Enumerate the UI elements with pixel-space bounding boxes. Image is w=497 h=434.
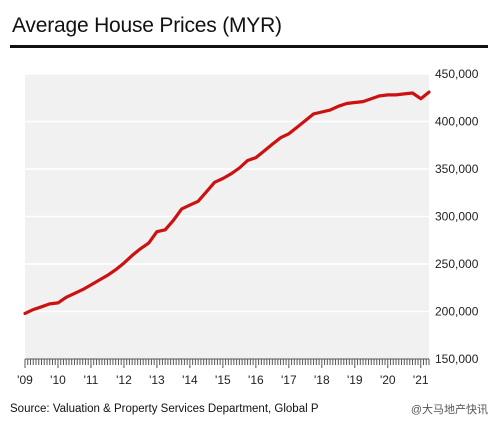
x-tick-label: '19 (347, 373, 363, 387)
y-tick-label: 300,000 (435, 210, 479, 224)
y-tick-label: 150,000 (435, 352, 479, 366)
source-note: Source: Valuation & Property Services De… (10, 403, 319, 415)
y-tick-label: 450,000 (435, 67, 479, 81)
watermark: @大马地产快讯 (407, 399, 491, 419)
house-price-line-chart: 150,000 200,000 250,000 300,000 350,000 400,0… (17, 67, 479, 387)
y-axis-ticks: 150,000 200,000 250,000 300,000 350,000 400,0… (435, 67, 479, 366)
x-tick-label: '16 (248, 373, 264, 387)
y-tick-label: 250,000 (435, 257, 479, 271)
x-tick-label: '11 (84, 373, 99, 387)
x-tick-label: '12 (116, 373, 132, 387)
x-tick-label: '15 (215, 373, 231, 387)
y-tick-label: 350,000 (435, 162, 479, 176)
x-tick-label: '17 (281, 373, 297, 387)
x-tick-label: '13 (149, 373, 165, 387)
x-tick-label: '18 (314, 373, 330, 387)
x-tick-label: '10 (50, 373, 66, 387)
x-tick-label: '14 (182, 373, 198, 387)
grid-lines (25, 73, 429, 313)
chart-area: 150,000 200,000 250,000 300,000 350,000 400,0… (0, 50, 497, 400)
chart-title: Average House Prices (MYR) (12, 14, 282, 37)
x-tick-label: '21 (413, 373, 429, 387)
x-axis: '09 '10 '11 '12 '13 '14 '15 '16 '17 '18 '19 '20 '21 (17, 358, 430, 387)
y-tick-label: 200,000 (435, 305, 479, 319)
x-tick-label: '09 (17, 373, 33, 387)
series-line (23, 90, 431, 315)
y-tick-label: 400,000 (435, 115, 479, 129)
title-divider (10, 45, 488, 48)
series-line-group (23, 90, 431, 315)
x-tick-label: '20 (380, 373, 396, 387)
